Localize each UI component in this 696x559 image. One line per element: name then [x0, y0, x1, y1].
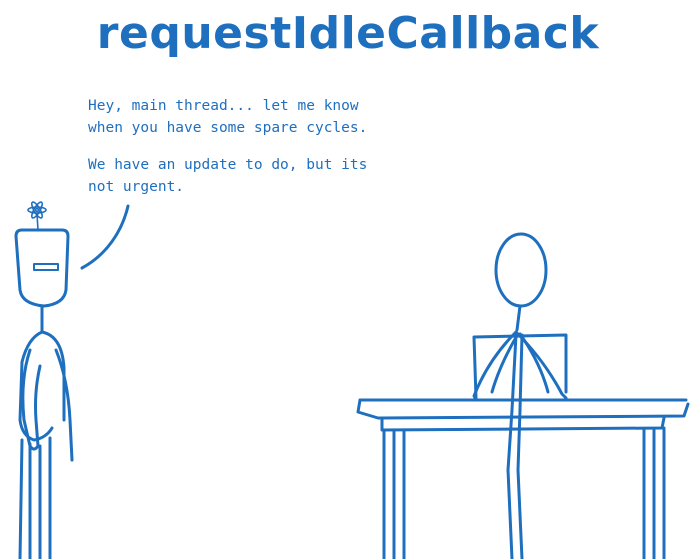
page-title: requestIdleCallback — [96, 8, 600, 59]
speech-line: when you have some spare cycles. — [88, 120, 368, 136]
speech-line: We have an update to do, but its — [88, 157, 368, 173]
speech-line: Hey, main thread... let me know — [88, 98, 359, 114]
speech-paragraph-1: Hey, main thread... let me know when you… — [88, 95, 367, 139]
right-head — [494, 232, 548, 308]
left-stick-figure — [14, 201, 74, 559]
right-stick-figure — [472, 232, 568, 559]
flower-icon — [27, 201, 47, 231]
desk — [356, 398, 690, 559]
laptop — [472, 333, 568, 400]
left-head — [14, 228, 70, 308]
speech-tail — [80, 204, 130, 270]
speech-paragraph-2: We have an update to do, but its not urg… — [88, 154, 367, 198]
speech-line: not urgent. — [88, 179, 185, 195]
